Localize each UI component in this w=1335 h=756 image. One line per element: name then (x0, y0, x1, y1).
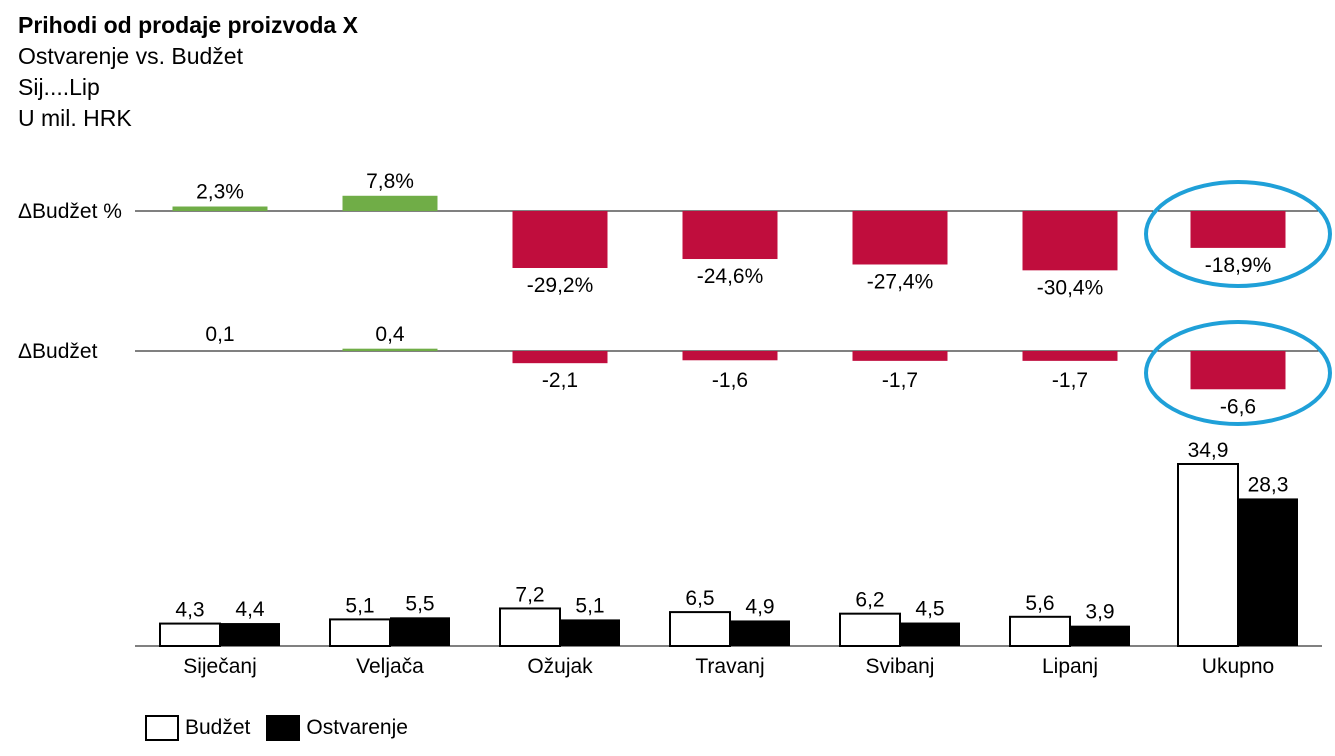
budget-bar-5 (1009, 615, 1071, 648)
actual-bar-4 (900, 622, 960, 646)
pct-bar-3 (682, 211, 778, 260)
category-label-2: Ožujak (527, 655, 593, 678)
category-label-3: Travanj (695, 655, 764, 678)
pct-label-1: 7,8% (366, 170, 414, 193)
budget-bar-1 (329, 618, 391, 647)
actual-bar-6 (1238, 498, 1298, 646)
actual-bar-1 (390, 617, 450, 646)
chart-title: Prihodi od prodaje proizvoda X (18, 12, 358, 38)
chart-period: Sij....Lip (18, 74, 100, 100)
actual-label-6: 28,3 (1248, 473, 1289, 496)
abs-bar-5 (1022, 351, 1118, 361)
abs-label-6: -6,6 (1220, 395, 1256, 418)
category-label-4: Svibanj (866, 655, 935, 678)
budget-label-2: 7,2 (515, 583, 544, 606)
pct-label-2: -29,2% (527, 274, 594, 297)
abs-bar-1 (342, 348, 438, 351)
legend: Budžet Ostvarenje (145, 715, 424, 741)
pct-bar-2 (512, 211, 608, 268)
budget-label-6: 34,9 (1188, 439, 1229, 462)
abs-row-label: ΔBudžet (18, 340, 98, 363)
pct-bar-0 (172, 206, 268, 211)
actual-label-1: 5,5 (405, 592, 434, 615)
budget-label-4: 6,2 (855, 589, 884, 612)
pct-bar-5 (1022, 211, 1118, 271)
abs-label-3: -1,6 (712, 369, 748, 392)
category-label-5: Lipanj (1042, 655, 1098, 678)
budget-bar-4 (839, 612, 901, 647)
abs-label-5: -1,7 (1052, 369, 1088, 392)
pct-bar-1 (342, 195, 438, 211)
pct-label-0: 2,3% (196, 181, 244, 204)
pct-label-6: -18,9% (1205, 254, 1272, 277)
actual-label-4: 4,5 (915, 598, 944, 621)
abs-bar-6 (1190, 351, 1286, 390)
budget-bar-6 (1177, 463, 1239, 647)
pct-bar-4 (852, 211, 948, 265)
budget-bar-3 (669, 611, 731, 647)
legend-label-budget: Budžet (185, 716, 251, 739)
legend-item-budget: Budžet (145, 715, 250, 741)
actual-label-3: 4,9 (745, 595, 774, 618)
abs-bar-4 (852, 351, 948, 361)
legend-item-actual: Ostvarenje (266, 715, 408, 741)
abs-label-0: 0,1 (205, 323, 234, 346)
legend-label-actual: Ostvarenje (306, 716, 408, 739)
abs-label-1: 0,4 (375, 323, 405, 346)
pct-row-label: ΔBudžet % (18, 200, 122, 223)
budget-bar-2 (499, 607, 561, 647)
actual-bar-5 (1070, 625, 1130, 646)
pct-bar-6 (1190, 211, 1286, 248)
category-label-1: Veljača (356, 655, 424, 678)
actual-bar-0 (220, 623, 280, 646)
pct-label-5: -30,4% (1037, 276, 1104, 299)
chart-titles: Prihodi od prodaje proizvoda X Ostvarenj… (18, 10, 358, 134)
highlight-ellipse-pct (1144, 180, 1332, 288)
abs-label-2: -2,1 (542, 369, 578, 392)
abs-bar-2 (512, 351, 608, 364)
category-label-0: Siječanj (183, 655, 257, 678)
actual-bar-3 (730, 620, 790, 646)
legend-swatch-actual (266, 715, 301, 741)
budget-bar-0 (159, 622, 221, 647)
chart-subtitle: Ostvarenje vs. Budžet (18, 43, 243, 69)
budget-label-0: 4,3 (175, 599, 204, 622)
highlight-ellipse-abs (1144, 320, 1332, 426)
pct-label-4: -27,4% (867, 270, 934, 293)
actual-label-2: 5,1 (575, 594, 604, 617)
abs-label-4: -1,7 (882, 369, 918, 392)
actual-label-5: 3,9 (1085, 601, 1114, 624)
chart-unit: U mil. HRK (18, 105, 132, 131)
budget-label-1: 5,1 (345, 594, 374, 617)
budget-label-5: 5,6 (1025, 592, 1054, 615)
budget-label-3: 6,5 (685, 587, 714, 610)
legend-swatch-budget (145, 715, 179, 741)
pct-label-3: -24,6% (697, 265, 764, 288)
category-label-6: Ukupno (1202, 655, 1274, 678)
actual-bar-2 (560, 619, 620, 646)
actual-label-0: 4,4 (235, 598, 265, 621)
abs-bar-3 (682, 351, 778, 361)
